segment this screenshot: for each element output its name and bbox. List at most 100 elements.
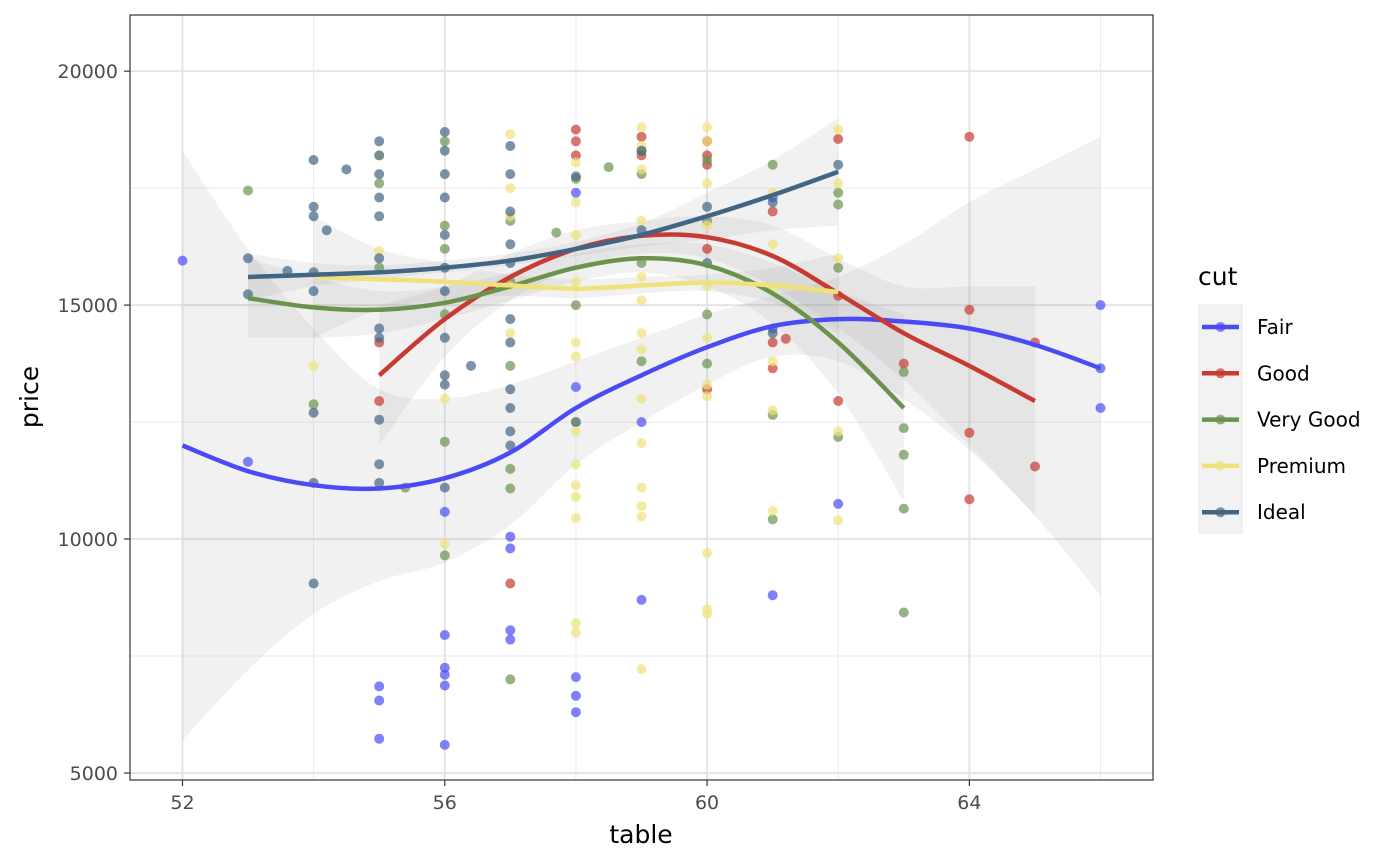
- data-point-ideal: [374, 323, 385, 334]
- data-point-very-good: [439, 136, 450, 147]
- data-point-fair: [505, 634, 516, 645]
- data-point-good: [570, 136, 581, 147]
- data-point-very-good: [603, 162, 614, 173]
- data-point-fair: [374, 695, 385, 706]
- data-point-premium: [767, 405, 778, 416]
- data-point-ideal: [308, 286, 319, 297]
- data-point-ideal: [505, 239, 516, 250]
- data-point-very-good: [374, 178, 385, 189]
- data-point-premium: [636, 122, 647, 133]
- legend-label: Ideal: [1257, 500, 1306, 524]
- x-tick-label: 60: [695, 792, 719, 814]
- legend-key-point: [1215, 460, 1226, 471]
- data-point-good: [780, 333, 791, 344]
- legend-key-point: [1215, 414, 1226, 425]
- data-point-premium: [702, 220, 713, 231]
- data-point-very-good: [308, 399, 319, 410]
- data-point-premium: [636, 328, 647, 339]
- data-point-very-good: [551, 227, 562, 238]
- data-point-ideal: [505, 440, 516, 451]
- data-point-ideal: [439, 192, 450, 203]
- data-point-fair: [177, 255, 188, 266]
- data-point-premium: [702, 379, 713, 390]
- data-point-premium: [570, 627, 581, 638]
- data-point-very-good: [833, 187, 844, 198]
- data-point-premium: [570, 491, 581, 502]
- data-point-very-good: [636, 356, 647, 367]
- data-point-premium: [702, 608, 713, 619]
- smooth-lines: [181, 169, 1102, 492]
- data-point-ideal: [439, 370, 450, 381]
- data-point-premium: [570, 337, 581, 348]
- data-point-premium: [636, 215, 647, 226]
- data-point-fair: [439, 739, 450, 750]
- legend-item-very-good: Very Good: [1202, 408, 1361, 432]
- data-point-premium: [636, 344, 647, 355]
- data-point-premium: [636, 393, 647, 404]
- confidence-band-premium: [313, 216, 839, 338]
- data-point-ideal: [439, 145, 450, 156]
- data-point-fair: [1095, 300, 1106, 311]
- data-point-ideal: [636, 145, 647, 156]
- data-point-fair: [570, 382, 581, 392]
- data-point-premium: [833, 253, 844, 264]
- data-point-premium: [505, 328, 516, 339]
- data-point-premium: [833, 515, 844, 526]
- data-point-ideal: [505, 141, 516, 151]
- x-tick-label: 52: [170, 792, 194, 814]
- data-point-ideal: [308, 578, 319, 589]
- data-point-very-good: [898, 449, 909, 460]
- data-point-very-good: [439, 220, 450, 231]
- data-point-ideal: [374, 253, 385, 264]
- data-point-premium: [570, 480, 581, 491]
- data-point-premium: [439, 538, 450, 549]
- data-point-ideal: [321, 225, 332, 236]
- data-point-very-good: [898, 367, 909, 377]
- data-point-fair: [636, 594, 647, 605]
- data-point-very-good: [439, 436, 450, 447]
- legend: cut Fair Good Very Good Premium Ideal: [1198, 262, 1361, 534]
- data-point-good: [964, 494, 975, 505]
- data-point-ideal: [570, 171, 581, 182]
- data-point-good: [964, 304, 975, 315]
- data-point-fair: [505, 625, 516, 636]
- legend-item-premium: Premium: [1202, 454, 1346, 478]
- data-point-ideal: [308, 407, 319, 418]
- data-point-ideal: [439, 169, 450, 180]
- confidence-band-good: [379, 216, 1035, 516]
- data-point-premium: [833, 178, 844, 189]
- y-tick-label: 15000: [58, 295, 118, 317]
- data-point-very-good: [898, 607, 909, 618]
- data-point-ideal: [505, 169, 516, 180]
- data-point-premium: [570, 197, 581, 208]
- data-point-fair: [439, 669, 450, 680]
- legend-item-fair: Fair: [1202, 315, 1293, 339]
- data-point-premium: [636, 511, 647, 522]
- x-tick-label: 56: [433, 792, 457, 814]
- data-point-very-good: [702, 155, 713, 165]
- data-point-premium: [636, 272, 647, 282]
- data-point-good: [767, 363, 778, 374]
- data-point-ideal: [341, 164, 352, 175]
- data-point-good: [570, 150, 581, 161]
- data-point-premium: [570, 426, 581, 437]
- data-point-ideal: [505, 206, 516, 217]
- data-point-ideal: [374, 192, 385, 203]
- data-point-premium: [702, 332, 713, 343]
- data-point-good: [767, 206, 778, 217]
- data-point-very-good: [833, 262, 844, 273]
- data-point-ideal: [374, 136, 385, 147]
- data-point-good: [964, 131, 975, 142]
- data-point-premium: [702, 548, 713, 559]
- data-point-ideal: [702, 201, 713, 212]
- data-point-premium: [570, 618, 581, 629]
- data-point-fair: [570, 690, 581, 701]
- data-point-ideal: [505, 337, 516, 348]
- data-point-premium: [636, 501, 647, 512]
- legend-item-good: Good: [1202, 361, 1310, 385]
- data-point-very-good: [505, 674, 516, 685]
- legend-key-point: [1215, 507, 1226, 518]
- data-point-premium: [570, 513, 581, 523]
- data-point-fair: [767, 590, 778, 601]
